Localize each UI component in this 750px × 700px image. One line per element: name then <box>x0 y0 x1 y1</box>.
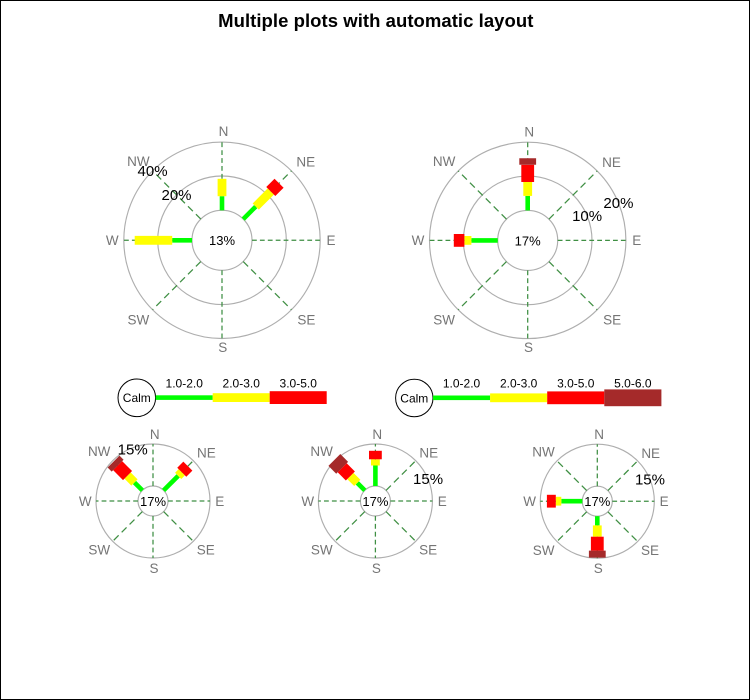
svg-text:NE: NE <box>419 446 438 461</box>
svg-text:17%: 17% <box>515 233 541 248</box>
svg-text:E: E <box>215 494 224 509</box>
svg-text:Calm: Calm <box>400 391 428 405</box>
svg-text:W: W <box>106 233 119 248</box>
svg-text:3.0-5.0: 3.0-5.0 <box>280 376 318 390</box>
svg-text:NW: NW <box>532 444 555 459</box>
svg-text:NE: NE <box>296 155 315 170</box>
svg-text:N: N <box>150 427 160 442</box>
svg-text:13%: 13% <box>209 233 235 248</box>
svg-text:SE: SE <box>197 543 215 558</box>
svg-text:NE: NE <box>602 155 621 170</box>
svg-text:2.0-3.0: 2.0-3.0 <box>500 377 538 391</box>
svg-text:E: E <box>632 233 641 248</box>
svg-text:15%: 15% <box>635 471 665 488</box>
svg-text:1.0-2.0: 1.0-2.0 <box>166 376 204 390</box>
svg-text:SE: SE <box>641 543 659 558</box>
svg-text:S: S <box>218 340 227 355</box>
svg-text:E: E <box>326 233 335 248</box>
svg-text:N: N <box>594 427 604 442</box>
svg-text:NW: NW <box>433 154 456 169</box>
svg-text:N: N <box>524 124 534 139</box>
svg-text:NW: NW <box>88 444 111 459</box>
svg-text:S: S <box>524 340 533 355</box>
svg-text:E: E <box>660 494 669 509</box>
svg-text:2.0-3.0: 2.0-3.0 <box>223 376 261 390</box>
svg-text:17%: 17% <box>584 494 610 509</box>
svg-text:SW: SW <box>311 543 333 558</box>
svg-text:NW: NW <box>127 154 150 169</box>
svg-text:S: S <box>372 561 381 576</box>
svg-text:S: S <box>594 561 603 576</box>
svg-text:3.0-5.0: 3.0-5.0 <box>557 377 595 391</box>
svg-text:NE: NE <box>197 446 216 461</box>
svg-text:SW: SW <box>533 543 555 558</box>
svg-text:N: N <box>219 124 229 139</box>
svg-text:10%: 10% <box>572 208 602 225</box>
svg-text:SW: SW <box>128 312 150 327</box>
svg-text:17%: 17% <box>362 494 388 509</box>
svg-text:E: E <box>438 494 447 509</box>
svg-text:15%: 15% <box>118 441 148 458</box>
svg-text:Multiple plots with automatic: Multiple plots with automatic layout <box>218 10 533 31</box>
svg-text:SW: SW <box>433 312 455 327</box>
svg-text:20%: 20% <box>603 195 633 212</box>
svg-text:SW: SW <box>88 543 110 558</box>
svg-text:15%: 15% <box>413 471 443 488</box>
svg-text:40%: 40% <box>138 163 168 180</box>
svg-text:NE: NE <box>641 446 660 461</box>
svg-text:20%: 20% <box>162 187 192 204</box>
svg-text:1.0-2.0: 1.0-2.0 <box>443 377 481 391</box>
svg-text:NW: NW <box>310 444 333 459</box>
svg-text:W: W <box>523 494 536 509</box>
svg-text:S: S <box>149 561 158 576</box>
svg-text:5.0-6.0: 5.0-6.0 <box>614 377 652 391</box>
svg-text:W: W <box>79 494 92 509</box>
svg-text:SE: SE <box>297 312 315 327</box>
svg-text:17%: 17% <box>140 494 166 509</box>
svg-text:W: W <box>301 494 314 509</box>
svg-text:SE: SE <box>603 312 621 327</box>
svg-text:W: W <box>412 233 425 248</box>
svg-text:Calm: Calm <box>123 391 151 405</box>
svg-text:SE: SE <box>419 543 437 558</box>
svg-text:N: N <box>372 427 382 442</box>
